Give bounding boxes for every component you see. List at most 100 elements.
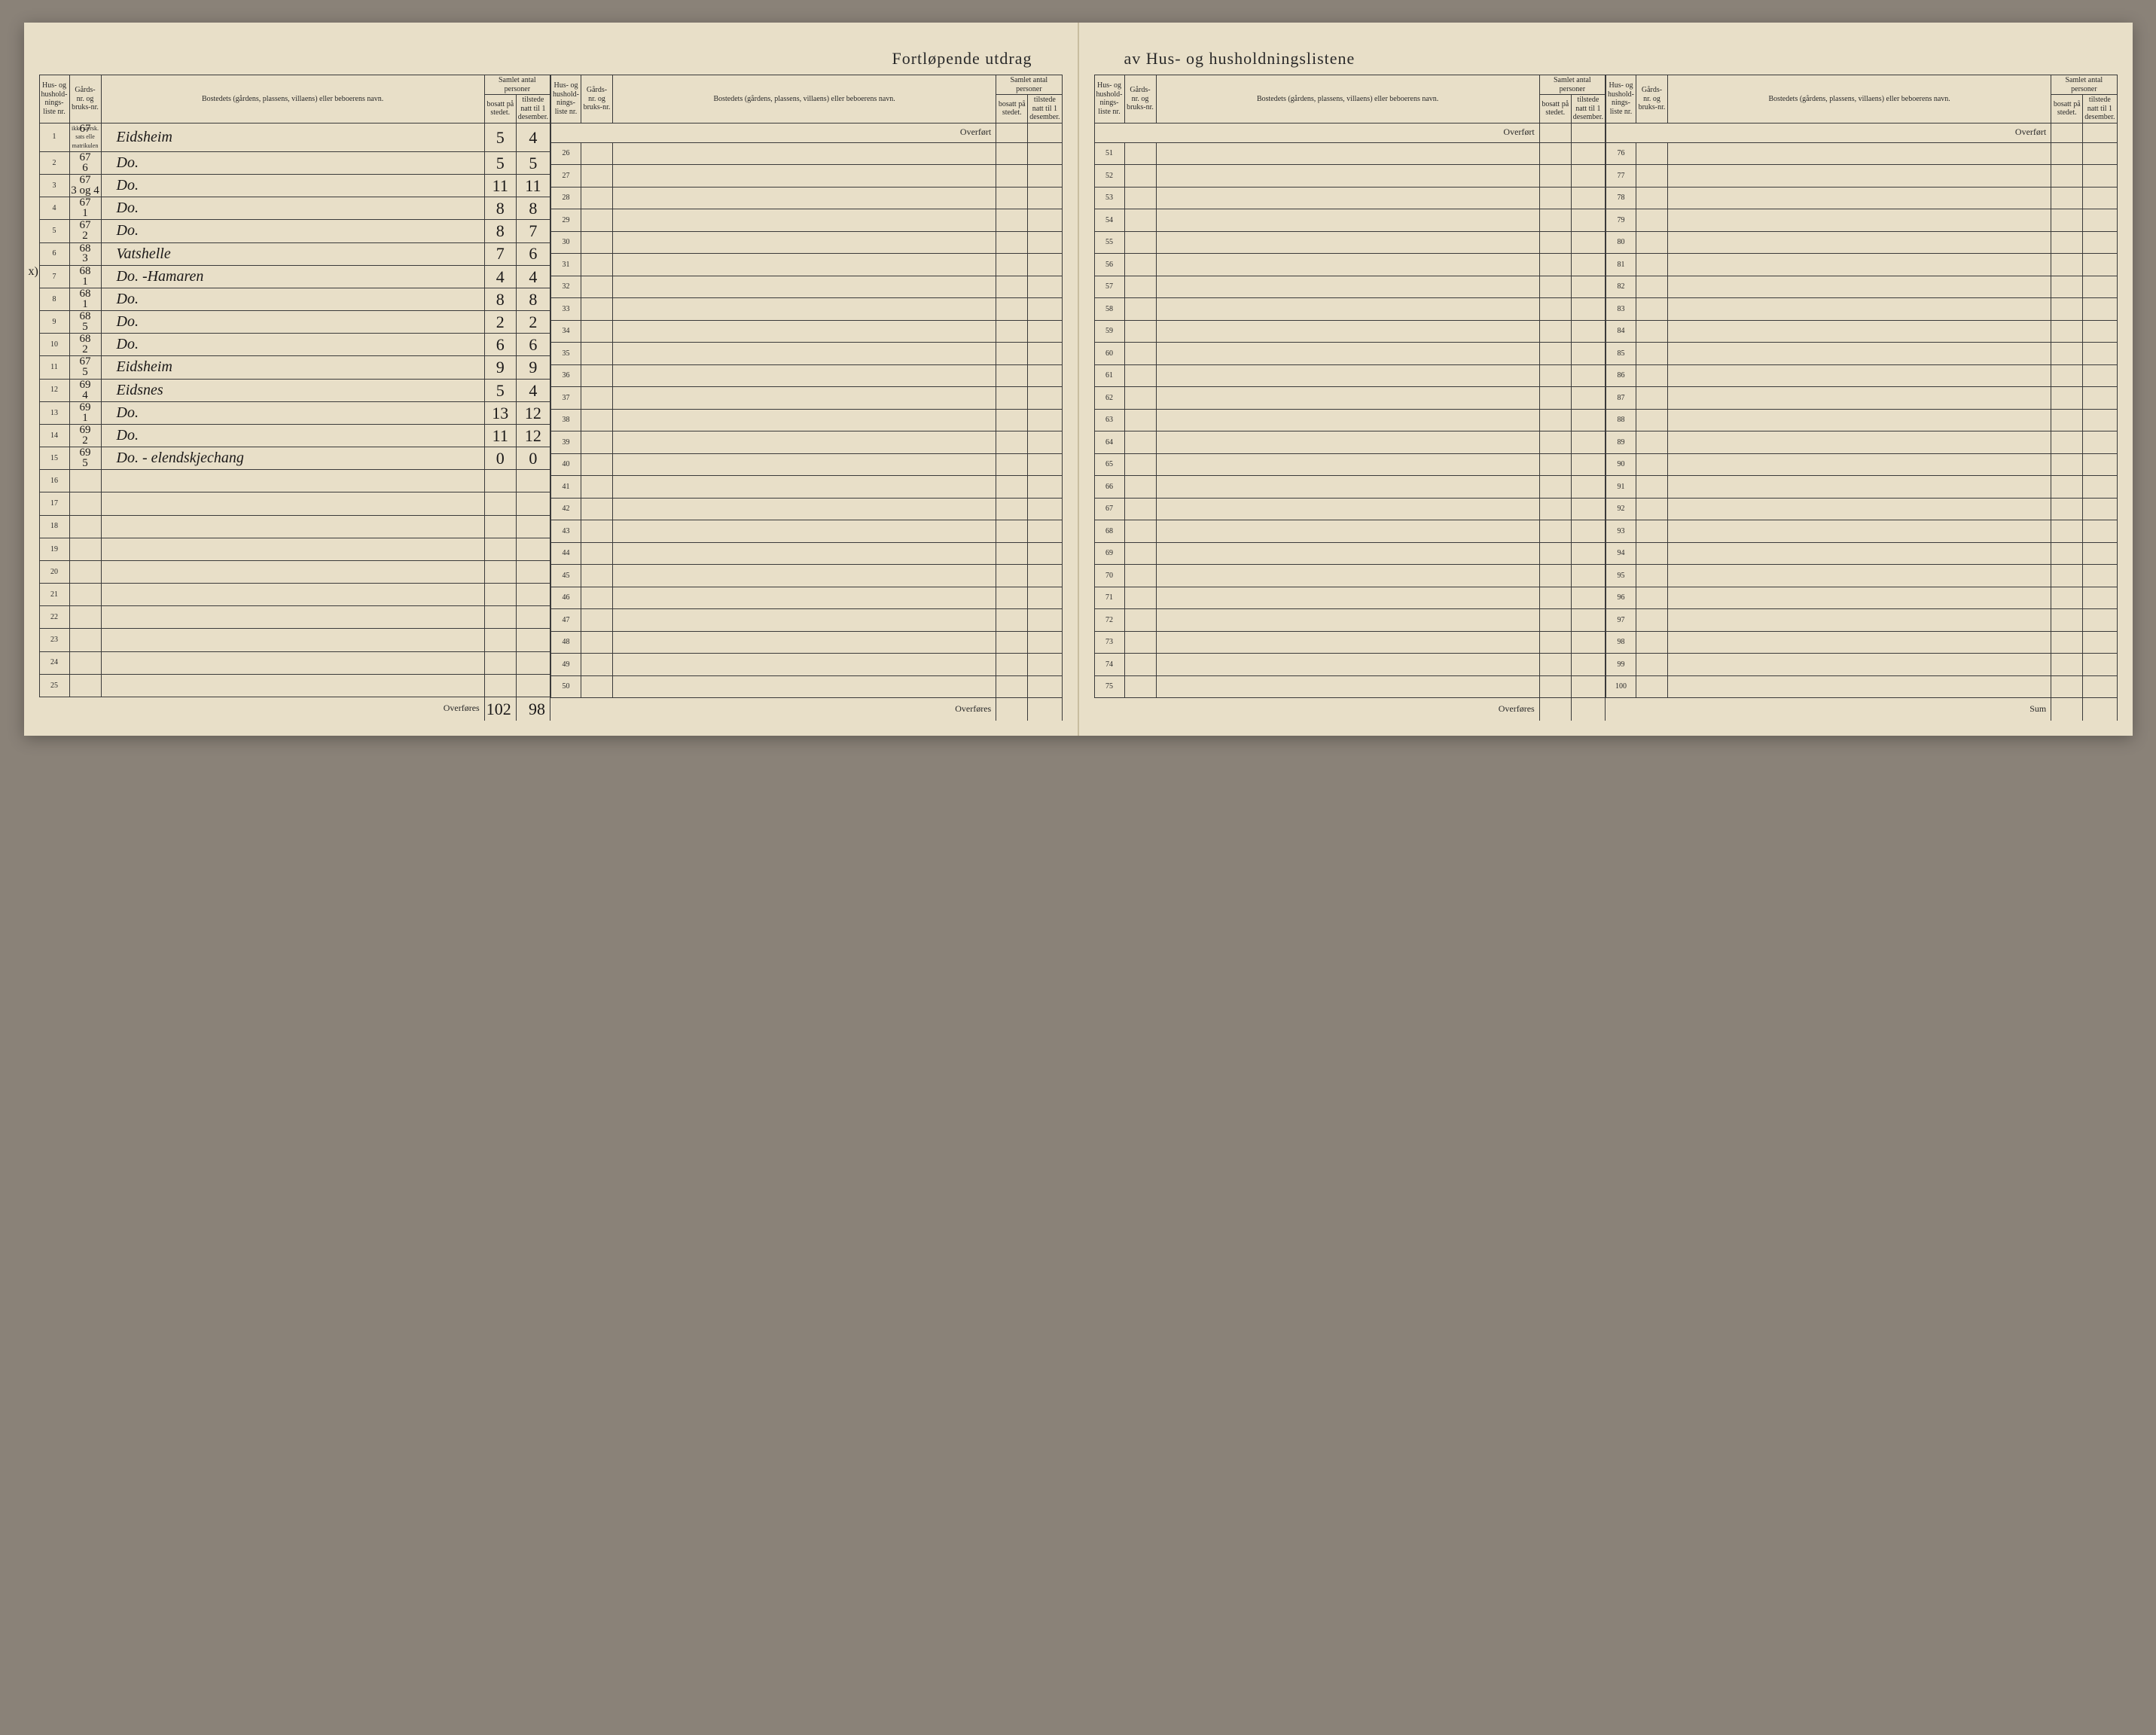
- tilstede-cell: [1028, 476, 1062, 499]
- tilstede-cell: [2083, 431, 2117, 454]
- table-row: 29: [551, 209, 1063, 232]
- row-number: 81: [1606, 254, 1636, 276]
- bosatt-cell: [2051, 431, 2083, 454]
- row-number: 64: [1094, 431, 1124, 454]
- table-row: 54: [1094, 209, 1606, 232]
- bosatt-cell: [2051, 231, 2083, 254]
- bosatt-cell: [1539, 675, 1571, 698]
- row-number: 25: [39, 674, 69, 697]
- row-number: 54: [1094, 209, 1124, 232]
- gard-cell: 685: [69, 311, 101, 334]
- table-row: 70: [1094, 565, 1606, 587]
- table-row: 46: [551, 587, 1063, 609]
- bosatt-cell: [2051, 142, 2083, 165]
- table-row: 53: [1094, 187, 1606, 209]
- tilstede-cell: [1571, 254, 1605, 276]
- row-number: 29: [551, 209, 581, 232]
- bosatt-cell: [1539, 654, 1571, 676]
- table-row: 80: [1606, 231, 2118, 254]
- gard-cell: [581, 476, 613, 499]
- bosted-cell: [101, 674, 484, 697]
- tilstede-cell: [1028, 498, 1062, 520]
- bosatt-cell: [996, 609, 1028, 632]
- gard-cell: [581, 654, 613, 676]
- tilstede-cell: [2083, 209, 2117, 232]
- table-row: 48: [551, 631, 1063, 654]
- row-number: 30: [551, 231, 581, 254]
- bosted-cell: [1668, 142, 2051, 165]
- table-row: 50: [551, 675, 1063, 698]
- bosted-cell: [613, 498, 996, 520]
- table-row: 49: [551, 654, 1063, 676]
- gard-cell: [1124, 498, 1156, 520]
- bosted-cell: [613, 364, 996, 387]
- row-number: 90: [1606, 453, 1636, 476]
- gard-cell: [1636, 498, 1668, 520]
- tilstede-cell: 8: [516, 197, 550, 220]
- table-header: Hus- og hushold-nings-liste nr. Gårds-nr…: [1094, 75, 1606, 123]
- gard-cell: [581, 409, 613, 431]
- tilstede-cell: [1571, 498, 1605, 520]
- bosted-cell: [1156, 453, 1539, 476]
- bosatt-cell: [996, 453, 1028, 476]
- col-bosatt-header: bosatt på stedet.: [996, 95, 1028, 123]
- bosted-cell: Do.: [101, 288, 484, 310]
- bosted-cell: [1668, 165, 2051, 188]
- gard-cell: [1636, 320, 1668, 343]
- tilstede-cell: 4: [516, 123, 550, 151]
- row-number: 100: [1606, 675, 1636, 698]
- tilstede-cell: [2083, 675, 2117, 698]
- bosted-cell: [1156, 542, 1539, 565]
- gard-cell: [1636, 675, 1668, 698]
- row-number: 68: [1094, 520, 1124, 543]
- row-number: 49: [551, 654, 581, 676]
- gard-cell: [581, 343, 613, 365]
- table-row: 27: [551, 165, 1063, 188]
- tilstede-cell: [1571, 276, 1605, 298]
- row-number: 11: [39, 356, 69, 379]
- bosatt-cell: [1539, 520, 1571, 543]
- row-number: 46: [551, 587, 581, 609]
- row-number: 99: [1606, 654, 1636, 676]
- row-number: 71: [1094, 587, 1124, 609]
- bosatt-cell: [1539, 320, 1571, 343]
- row-number: 35: [551, 343, 581, 365]
- row-number: 72: [1094, 609, 1124, 632]
- bosted-cell: [613, 231, 996, 254]
- table-header: Hus- og hushold-nings-liste nr. Gårds-nr…: [551, 75, 1063, 123]
- bosted-cell: Vatshelle: [101, 242, 484, 265]
- table-row: 88: [1606, 409, 2118, 431]
- bosatt-cell: [1539, 587, 1571, 609]
- gard-cell: [1124, 675, 1156, 698]
- table-row: 10 682 Do. 6 6: [39, 334, 550, 356]
- row-number: 63: [1094, 409, 1124, 431]
- table-row: 6 683 Vatshelle 7 6: [39, 242, 550, 265]
- col-liste-header: Hus- og hushold-nings-liste nr.: [551, 75, 581, 123]
- tilstede-cell: 11: [516, 175, 550, 197]
- col-gard-header: Gårds-nr. og bruks-nr.: [1124, 75, 1156, 123]
- col-samlet-header: Samlet antal personer: [2051, 75, 2117, 95]
- gard-cell: [1636, 431, 1668, 454]
- tilstede-cell: [1571, 631, 1605, 654]
- bosted-cell: [1156, 231, 1539, 254]
- gard-cell: 675: [69, 356, 101, 379]
- tilstede-cell: [1028, 276, 1062, 298]
- bosted-cell: [613, 187, 996, 209]
- tilstede-cell: [1028, 320, 1062, 343]
- table-header: Hus- og hushold-nings-liste nr. Gårds-nr…: [39, 75, 550, 123]
- table-row: 24: [39, 651, 550, 674]
- gard-cell: [1636, 587, 1668, 609]
- bosted-cell: Do.: [101, 151, 484, 174]
- col-bosted-header: Bostedets (gårdens, plassens, villaens) …: [101, 75, 484, 123]
- row-number: 31: [551, 254, 581, 276]
- bosted-cell: Do.: [101, 175, 484, 197]
- tilstede-cell: [1028, 231, 1062, 254]
- tilstede-cell: [2083, 498, 2117, 520]
- col-gard-header: Gårds-nr. og bruks-nr.: [1636, 75, 1668, 123]
- bosted-cell: [613, 276, 996, 298]
- gard-cell: [1124, 631, 1156, 654]
- tilstede-cell: [2083, 276, 2117, 298]
- bosatt-cell: [996, 675, 1028, 698]
- margin-annotation: x): [29, 265, 38, 279]
- bosted-cell: [101, 515, 484, 538]
